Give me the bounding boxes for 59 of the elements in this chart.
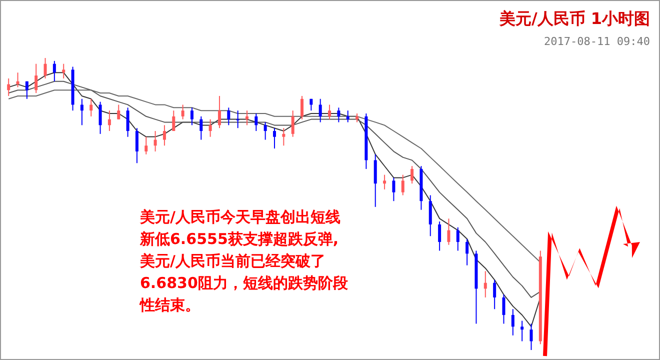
candlestick bbox=[126, 107, 130, 138]
chart-title: 美元/人民币 1小时图 bbox=[498, 9, 650, 28]
annotation: 性结束。 bbox=[139, 296, 200, 314]
candlestick bbox=[90, 98, 93, 117]
candlestick bbox=[236, 110, 240, 129]
candlestick bbox=[135, 128, 138, 164]
candlestick bbox=[401, 174, 404, 196]
candlestick bbox=[172, 110, 176, 132]
candlestick bbox=[245, 110, 248, 126]
candlestick bbox=[428, 194, 432, 237]
candlestick bbox=[438, 221, 442, 252]
candlestick bbox=[392, 177, 396, 202]
candlestick bbox=[154, 130, 157, 152]
candlestick bbox=[410, 166, 414, 184]
candlestick bbox=[484, 270, 487, 298]
candlestick bbox=[62, 63, 66, 79]
candlestick bbox=[318, 98, 322, 123]
candlestick bbox=[466, 238, 469, 266]
candlestick bbox=[34, 63, 38, 94]
annotation: 美元/人民币今天早盘创出短线 bbox=[139, 208, 340, 226]
annotation: 6.6830阻力，短线的跌势阶段 bbox=[140, 274, 349, 292]
candlestick bbox=[162, 124, 166, 146]
candlestick bbox=[181, 104, 184, 120]
candlestick bbox=[273, 128, 276, 150]
candlestick bbox=[254, 112, 258, 132]
text: 2017-08-11 09:40 bbox=[544, 35, 650, 48]
candlestick bbox=[328, 104, 332, 120]
candlestick bbox=[16, 72, 20, 88]
candlestick bbox=[346, 110, 350, 123]
candlestick bbox=[447, 218, 450, 246]
candlestick bbox=[200, 116, 203, 140]
candlestick bbox=[530, 323, 533, 350]
candlestick bbox=[7, 78, 10, 96]
candlestick bbox=[117, 104, 120, 120]
candlestick bbox=[300, 95, 304, 120]
candlestick bbox=[144, 136, 148, 155]
candlestick bbox=[511, 308, 514, 336]
candlestick bbox=[282, 128, 286, 146]
candlestick bbox=[337, 107, 340, 123]
candlestick bbox=[44, 58, 47, 79]
candlestick bbox=[502, 294, 506, 324]
candlestick bbox=[227, 107, 230, 126]
candlestick bbox=[493, 279, 496, 310]
candlestick bbox=[98, 101, 102, 134]
candlestick bbox=[108, 110, 111, 132]
candlestick bbox=[190, 107, 194, 126]
candlestick bbox=[383, 174, 386, 190]
annotation: 新低6.6555获支撑超跌反弹, bbox=[139, 230, 339, 248]
candlestick bbox=[291, 110, 294, 138]
candlestick bbox=[25, 80, 28, 100]
candlestick bbox=[264, 122, 267, 140]
candlestick bbox=[80, 98, 84, 126]
candlestick bbox=[374, 154, 377, 208]
candlestick bbox=[208, 118, 212, 138]
candlestick bbox=[520, 320, 524, 342]
annotation: 美元/人民币当前已经突破了 bbox=[139, 252, 326, 270]
candlestick bbox=[456, 226, 460, 252]
candlestick bbox=[52, 60, 56, 82]
candlestick bbox=[218, 95, 221, 129]
